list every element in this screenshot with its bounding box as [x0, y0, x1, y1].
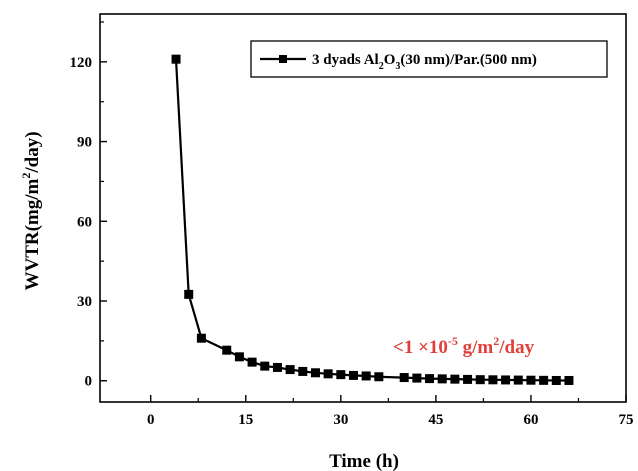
x-tick-label: 15 — [238, 412, 253, 428]
legend-label-sub2: 3 — [395, 61, 400, 72]
y-tick-label: 120 — [70, 55, 93, 71]
y-axis-title: WVTR(mg/m2/day) — [19, 131, 43, 290]
data-point — [285, 365, 295, 375]
x-tick-label: 60 — [523, 412, 538, 428]
y-axis-title-sup: 2 — [19, 173, 33, 179]
data-point — [361, 371, 371, 381]
data-point — [374, 372, 384, 382]
x-tick-label: 30 — [333, 412, 348, 428]
data-point — [247, 357, 257, 367]
series-markers — [171, 54, 574, 385]
x-axis: 0 15 30 45 60 75 — [147, 395, 634, 428]
data-point — [323, 369, 333, 379]
data-point — [298, 366, 308, 376]
data-point — [310, 368, 320, 378]
y-tick-label: 30 — [77, 294, 92, 310]
legend: 3 dyads Al2O3(30 nm)/Par.(500 nm) — [250, 40, 608, 78]
legend-label-mid: O — [384, 52, 396, 68]
annotation-post: /day — [498, 337, 534, 358]
annotation-sup2: 2 — [493, 334, 499, 348]
annotation-sup1: -5 — [448, 334, 458, 348]
data-point — [551, 375, 561, 385]
annotation-mid: g/m — [458, 337, 494, 358]
x-axis-title: Time (h) — [329, 451, 399, 471]
data-point — [171, 54, 181, 64]
data-point — [475, 375, 485, 385]
plot-frame — [99, 13, 627, 403]
data-point — [336, 370, 346, 380]
data-point — [222, 345, 232, 355]
data-point — [348, 370, 358, 380]
y-tick-label: 90 — [77, 135, 92, 151]
y-axis-title-main: WVTR(mg/m — [22, 178, 43, 290]
data-point — [564, 375, 574, 385]
data-point — [196, 333, 206, 343]
y-tick-label: 0 — [85, 374, 93, 390]
annotation-pre: <1 ×10 — [393, 337, 448, 358]
data-point — [425, 374, 435, 384]
legend-label: 3 dyads Al2O3(30 nm)/Par.(500 nm) — [312, 52, 537, 72]
data-point — [437, 374, 447, 384]
legend-box — [250, 40, 608, 78]
y-axis-title-tail: /day) — [22, 131, 43, 173]
data-point — [272, 362, 282, 372]
legend-label-post: (30 nm)/Par.(500 nm) — [400, 52, 537, 68]
data-point — [526, 375, 536, 385]
data-point — [260, 361, 270, 371]
x-tick-label: 45 — [428, 412, 443, 428]
x-tick-label: 0 — [147, 412, 155, 428]
data-point — [412, 373, 422, 383]
data-point — [399, 373, 409, 383]
data-point — [450, 374, 460, 384]
data-point — [488, 375, 498, 385]
x-tick-label: 75 — [619, 412, 634, 428]
data-point — [501, 375, 511, 385]
legend-label-pre: 3 dyads Al — [312, 52, 379, 68]
data-point — [234, 352, 244, 362]
y-tick-label: 60 — [77, 214, 92, 230]
detection-limit-annotation: <1 ×10-5 g/m2/day — [393, 334, 535, 358]
legend-marker — [279, 55, 287, 63]
data-point — [513, 375, 523, 385]
series-line — [174, 59, 569, 382]
data-point — [184, 289, 194, 299]
data-point — [539, 375, 549, 385]
legend-label-sub1: 2 — [379, 61, 384, 72]
y-axis: 0 30 60 90 120 — [70, 21, 107, 390]
data-point — [463, 374, 473, 384]
